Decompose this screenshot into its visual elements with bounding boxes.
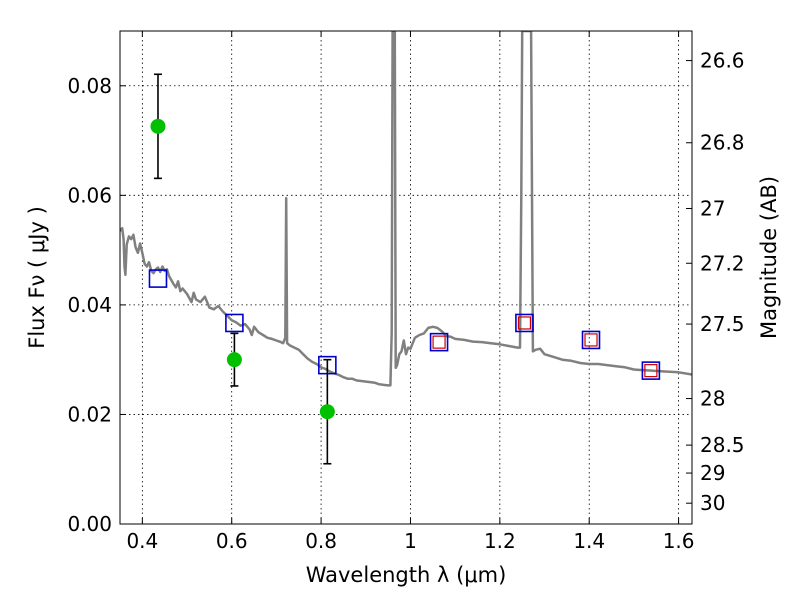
x-tick-label: 1 [404,529,417,553]
x-axis-title: Wavelength λ (μm) [306,563,507,587]
y2-tick-label: 27.5 [700,312,745,336]
plot-frame [119,30,693,525]
model-flux-marker [225,313,244,333]
axis-ticks: 0.4 0.6 0.8 1 1.2 1.4 1.6 0.00 0.02 0.04 0.06 0.08 2… [67,31,745,553]
y2-tick-label: 29 [700,461,725,485]
y2-tick-label: 28 [700,387,725,411]
model-flux-inner-marker [644,364,658,378]
y-tick-label: 0.06 [67,183,112,207]
observed-flux-point [150,118,166,134]
observed-flux-point [226,352,242,368]
y-tick-label: 0.08 [67,74,112,98]
y2-tick-label: 27.2 [700,251,745,275]
model-flux-marker [641,361,661,380]
y2-tick-label: 30 [700,491,725,515]
model-flux-inner-marker [584,333,598,347]
x-tick-label: 0.8 [305,529,337,553]
plot-area [120,31,692,465]
model-flux-marker [429,332,449,352]
y2-axis-title: Magnitude (AB) [757,176,781,339]
model-flux-marker [515,313,534,333]
y-tick-label: 0.02 [67,402,112,426]
model-flux-inner-marker [432,335,446,349]
x-tick-label: 1.4 [573,529,605,553]
sed-model-line [120,31,692,387]
y2-tick-label: 27 [700,196,725,220]
model-flux-marker [581,330,601,350]
y-tick-label: 0.00 [67,512,112,536]
x-tick-label: 0.4 [126,529,158,553]
y2-tick-label: 28.5 [700,433,745,457]
y-tick-label: 0.04 [67,293,112,317]
y-axis-title: Flux Fν ( μJy ) [25,206,49,349]
x-tick-label: 0.6 [216,529,248,553]
x-tick-label: 1.2 [484,529,516,553]
grid-lines [120,31,692,525]
observed-flux-point [319,404,335,420]
model-flux-marker [148,269,168,288]
y2-tick-label: 26.8 [700,131,745,155]
y2-tick-label: 26.6 [700,49,745,73]
x-tick-label: 1.6 [663,529,695,553]
model-flux-inner-marker [517,316,532,330]
